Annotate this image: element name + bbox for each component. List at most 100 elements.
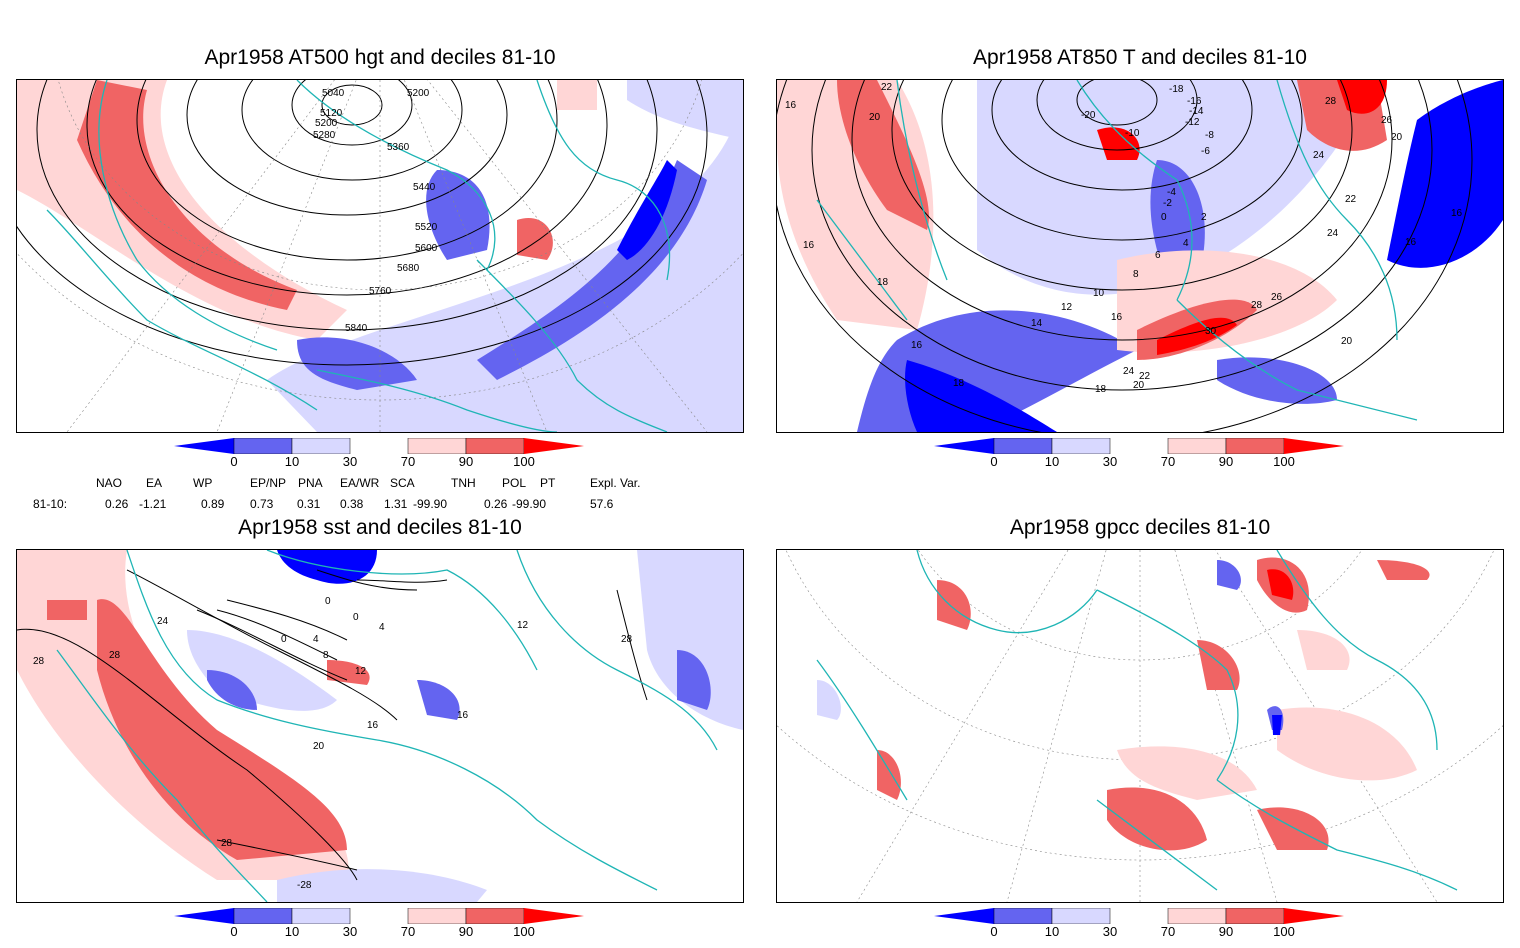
anomaly-shade — [637, 550, 743, 730]
anomaly-shade — [1272, 715, 1282, 735]
map-panel-gpcc — [776, 549, 1504, 903]
contour-label: 5600 — [415, 243, 438, 254]
contour-label: 22 — [881, 82, 893, 93]
colorbar-tick: 10 — [284, 924, 300, 939]
colorbar-svg — [174, 437, 584, 455]
index-value: 0.73 — [250, 497, 274, 511]
contour-label: 26 — [1271, 292, 1283, 303]
anomaly-shade — [1267, 569, 1294, 600]
anomaly-shade — [1297, 630, 1350, 670]
anomaly-shade — [627, 80, 743, 140]
anomaly-shade — [207, 670, 257, 710]
coastlines — [816, 80, 1418, 421]
contour-label: 28 — [33, 656, 45, 667]
contour-label: 5120 — [320, 108, 343, 119]
anomaly-shade — [1387, 80, 1503, 268]
map-panel-at500: 5040 5120 5200 5280 5200 5360 5440 5520 … — [16, 79, 744, 433]
graticule — [777, 550, 1503, 902]
anomaly-shade — [517, 218, 553, 260]
anomaly-shade — [277, 869, 487, 902]
contour-label: 26 — [1381, 115, 1393, 126]
contour-label: 2 — [1201, 212, 1207, 223]
contour-label: 4 — [379, 622, 385, 633]
anomaly-shade — [1217, 357, 1337, 404]
contour-label: 18 — [877, 277, 889, 288]
contour-label: 28 — [109, 650, 121, 661]
anomaly-shade — [557, 80, 597, 110]
anomaly-shade — [417, 680, 460, 720]
colorbar-p4: 0 10 30 70 90 100 — [934, 907, 1354, 948]
contour-labels: 24 28 28 0 0 0 4 4 8 12 16 16 20 28 -28 … — [33, 596, 633, 891]
contour-label: -16 — [1187, 96, 1202, 107]
index-header: EA/WR — [340, 476, 380, 490]
colorbar-tick: 90 — [1218, 454, 1234, 469]
index-value: -99.90 — [512, 497, 547, 511]
contour-label: -14 — [1189, 106, 1204, 117]
anomaly-shade — [937, 580, 971, 630]
contour-label: 5760 — [369, 286, 392, 297]
contour-label: 16 — [1111, 312, 1123, 323]
colorbar-tick: 70 — [1160, 924, 1176, 939]
contour-label: 28 — [1325, 96, 1337, 107]
contour-label: -8 — [1205, 130, 1214, 141]
contour-label: 16 — [911, 340, 923, 351]
anomaly-shade — [817, 680, 841, 720]
contour-label: 12 — [517, 620, 529, 631]
contour-label: 16 — [457, 710, 469, 721]
colorbar-svg — [174, 907, 584, 925]
contour-label: 5520 — [415, 222, 438, 233]
anomaly-shade — [1107, 787, 1207, 851]
colorbar-tick: 10 — [1044, 454, 1060, 469]
contour-label: -6 — [1201, 146, 1210, 157]
contour-label: 12 — [355, 666, 367, 677]
map-gpcc-svg — [777, 550, 1503, 902]
anomaly-shade — [1117, 746, 1257, 800]
colorbar-tick: 70 — [1160, 454, 1176, 469]
contour-label: 16 — [1405, 237, 1417, 248]
contour-label: 20 — [313, 741, 325, 752]
contour-label: -12 — [1185, 117, 1200, 128]
contour-label: 16 — [785, 100, 797, 111]
contour-label: 22 — [1139, 371, 1151, 382]
anomaly-shade — [47, 600, 87, 620]
colorbar-tick: 30 — [1102, 454, 1118, 469]
colorbar-tick: 0 — [230, 924, 238, 939]
contour-label: 24 — [157, 616, 169, 627]
contour-label: 5360 — [387, 142, 410, 153]
colorbar-tick: 90 — [458, 924, 474, 939]
panel-title-p1: Apr1958 AT500 hgt and deciles 81-10 — [204, 46, 556, 69]
index-value: 0.31 — [297, 497, 321, 511]
colorbar-tick: 100 — [1273, 454, 1295, 469]
colorbar-tick: 90 — [1218, 924, 1234, 939]
contour-label: 18 — [953, 378, 965, 389]
contour-label: -18 — [1169, 84, 1184, 95]
coastlines — [56, 550, 718, 902]
precip-deciles — [817, 557, 1430, 851]
index-value: -1.21 — [139, 497, 167, 511]
contour-label: 24 — [1313, 150, 1325, 161]
anomaly-shade — [837, 80, 929, 230]
anomaly-shade — [617, 160, 677, 260]
index-header: PNA — [298, 476, 323, 490]
colorbar-tick: 70 — [400, 924, 416, 939]
contour-label: 10 — [1093, 288, 1105, 299]
colorbar-tick: 30 — [1102, 924, 1118, 939]
colorbar-p1: 0 10 30 70 90 100 — [174, 437, 594, 478]
anomaly-shade — [327, 660, 370, 685]
index-header: EP/NP — [250, 476, 287, 490]
temperature-contours — [777, 80, 1473, 432]
contour-label: 4 — [1183, 238, 1189, 249]
contour-label: 12 — [1061, 302, 1073, 313]
map-at500-svg: 5040 5120 5200 5280 5200 5360 5440 5520 … — [17, 80, 743, 432]
index-row-label: 81-10: — [33, 497, 68, 511]
index-value: 1.31 — [384, 497, 408, 511]
contour-label: 5840 — [345, 323, 368, 334]
anomaly-shade — [426, 170, 490, 260]
map-at850-svg: 22 20 16 -20 -18 -16 -14 -12 -10 -8 -6 -… — [777, 80, 1503, 432]
contour-label: 5200 — [315, 118, 338, 129]
contour-label: 0 — [353, 612, 359, 623]
contour-label: -10 — [1125, 128, 1140, 139]
index-value: 0.26 — [105, 497, 129, 511]
contour-label: 5440 — [413, 182, 436, 193]
index-header: TNH — [451, 476, 476, 490]
